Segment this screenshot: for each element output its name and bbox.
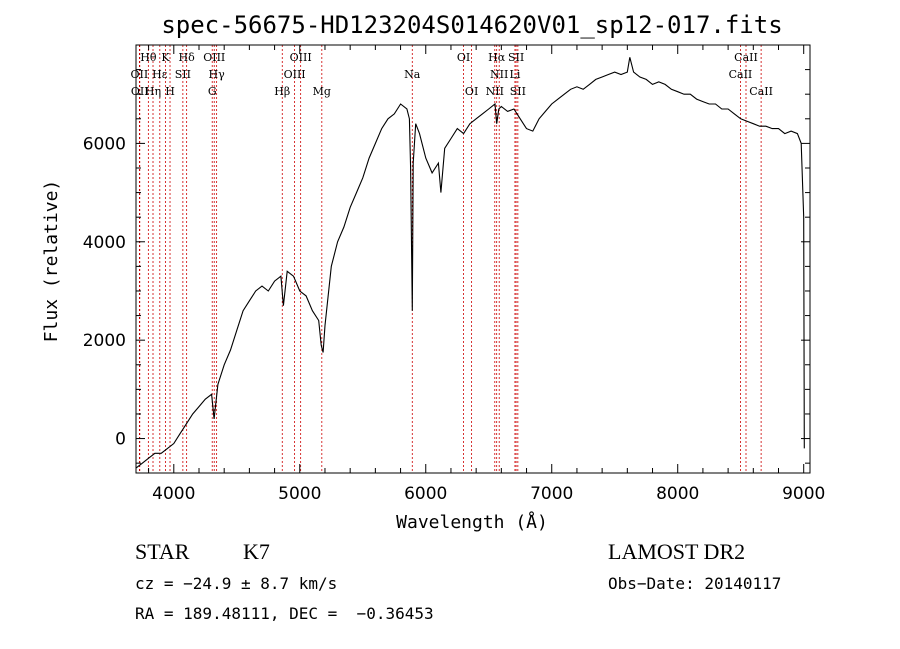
spectral-line-label: OI — [457, 51, 470, 64]
x-axis-label: Wavelength (Å) — [396, 511, 548, 533]
spectral-line-label: OIII — [203, 51, 225, 64]
spectral-line-label: Hα — [488, 51, 506, 64]
spectral-line-label: SII — [175, 68, 191, 81]
spectral-line-label: OII — [131, 85, 149, 98]
observation-date: Obs−Date: 20140117 — [608, 574, 782, 593]
spectral-line-label: Hε — [152, 68, 168, 81]
y-tick-label: 6000 — [83, 134, 126, 154]
spectral-line-label: SII — [508, 51, 524, 64]
spectral-line-label: Li — [510, 68, 521, 81]
spectral-line-label: CaII — [734, 51, 758, 64]
spectral-line-label: H — [165, 85, 175, 98]
spectral-line-label: CaII — [729, 68, 753, 81]
spectral-line-label: OIII — [284, 68, 306, 81]
spectral-line-label: OI — [465, 85, 478, 98]
survey-name: LAMOST DR2 — [608, 539, 746, 564]
y-axis-ticks: 0 2000 4000 6000 — [83, 69, 810, 464]
spectral-line-label: NII — [486, 85, 504, 98]
spectral-subclass: K7 — [243, 539, 270, 564]
object-class: STAR — [135, 539, 190, 564]
spectral-line-label: Hγ — [209, 68, 226, 81]
spectrum-line — [135, 57, 805, 469]
y-axis-label: Flux (relative) — [41, 180, 62, 343]
x-tick-label: 9000 — [782, 484, 825, 504]
spectral-line-markers — [139, 45, 762, 473]
x-axis-ticks: 4000 5000 6000 7000 8000 9000 — [148, 45, 825, 504]
spectral-line-label: Mg — [313, 85, 331, 98]
spectral-line-label: OIII — [290, 51, 312, 64]
spectral-line-label: Hθ — [140, 51, 157, 64]
spectral-line-label: CaII — [749, 85, 773, 98]
y-tick-label: 0 — [115, 430, 126, 450]
spectral-line-label: Na — [404, 68, 421, 81]
spectral-line-label: K — [161, 51, 170, 64]
spectral-line-label: OII — [131, 68, 149, 81]
x-tick-label: 8000 — [656, 484, 699, 504]
x-tick-label: 7000 — [530, 484, 573, 504]
spectral-line-label: Hβ — [274, 85, 290, 98]
spectral-line-labels: HθOIIOIIHηHεKHSIIHδGOIIIHγHβOIIIOIIIMgNa… — [131, 51, 773, 98]
spectral-line-label: Hη — [145, 85, 161, 98]
x-tick-label: 4000 — [152, 484, 195, 504]
spectral-line-label: Hδ — [179, 51, 196, 64]
plot-frame — [135, 44, 811, 474]
chart-title: spec-56675-HD123204S014620V01_sp12-017.f… — [161, 11, 782, 39]
sky-coordinates: RA = 189.48111, DEC = −0.36453 — [135, 604, 434, 623]
x-tick-label: 6000 — [404, 484, 447, 504]
spectral-line-label: NII — [490, 68, 508, 81]
redshift-velocity: cz = −24.9 ± 8.7 km/s — [135, 574, 338, 593]
x-tick-label: 5000 — [278, 484, 321, 504]
spectral-line-label: SII — [510, 85, 526, 98]
spectral-line-label: G — [208, 85, 217, 98]
y-tick-label: 2000 — [83, 331, 126, 351]
y-tick-label: 4000 — [83, 233, 126, 253]
